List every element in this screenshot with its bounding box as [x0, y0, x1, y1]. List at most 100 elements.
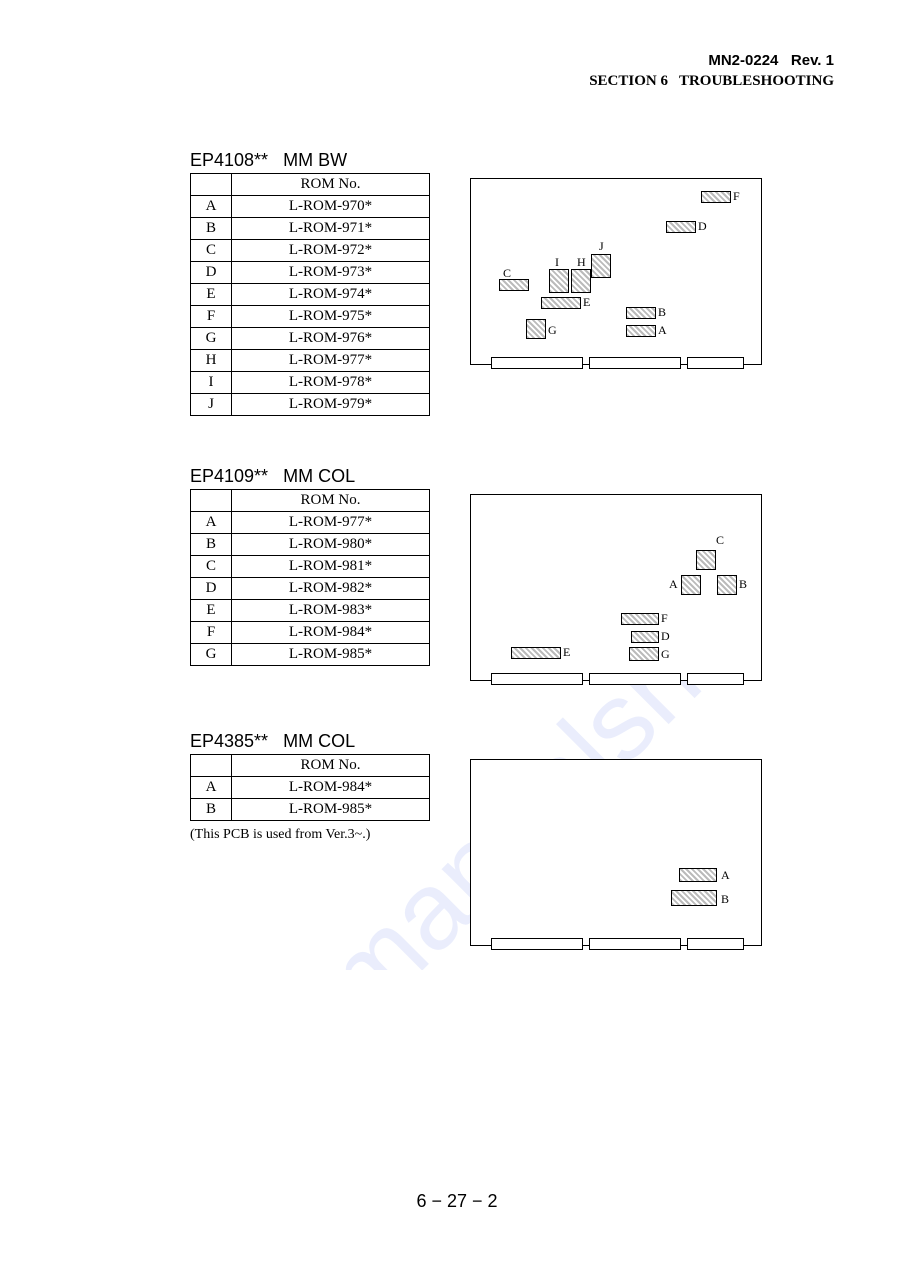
rom-value: L-ROM-983*	[232, 600, 430, 622]
rom-value: L-ROM-982*	[232, 578, 430, 600]
section-left: EP4385** MM COLROM No.AL-ROM-984*BL-ROM-…	[190, 731, 430, 843]
chip-B	[671, 890, 717, 906]
rom-key: D	[191, 578, 232, 600]
chip-B	[717, 575, 737, 595]
page-number: 6 − 27 − 2	[0, 1191, 914, 1212]
section-left: EP4108** MM BWROM No.AL-ROM-970*BL-ROM-9…	[190, 150, 430, 416]
rom-key: B	[191, 534, 232, 556]
section-id-name: MM COL	[283, 466, 355, 486]
chip-label-A: A	[721, 868, 730, 883]
chip-E	[511, 647, 561, 659]
section-title: TROUBLESHOOTING	[679, 73, 834, 89]
chip-G	[629, 647, 659, 661]
section-id-name: MM COL	[283, 731, 355, 751]
rom-value: L-ROM-971*	[232, 218, 430, 240]
doc-code: MN2-0224	[708, 52, 778, 69]
chip-H	[571, 269, 591, 293]
rom-key: J	[191, 394, 232, 416]
rom-key: B	[191, 218, 232, 240]
table-row: JL-ROM-979*	[191, 394, 430, 416]
rom-key: H	[191, 350, 232, 372]
rom-key: C	[191, 240, 232, 262]
pcb-diagram: CABFDEG	[470, 494, 762, 681]
rom-value: L-ROM-977*	[232, 350, 430, 372]
rom-value: L-ROM-970*	[232, 196, 430, 218]
table-row: DL-ROM-973*	[191, 262, 430, 284]
rom-value: L-ROM-979*	[232, 394, 430, 416]
chip-label-A: A	[669, 577, 678, 592]
table-row: FL-ROM-984*	[191, 622, 430, 644]
rom-value: L-ROM-972*	[232, 240, 430, 262]
rom-value: L-ROM-976*	[232, 328, 430, 350]
section-id-prefix: EP4385**	[190, 731, 268, 751]
rom-key: F	[191, 622, 232, 644]
table-row: BL-ROM-980*	[191, 534, 430, 556]
rom-header-blank	[191, 490, 232, 512]
table-row: HL-ROM-977*	[191, 350, 430, 372]
table-row: EL-ROM-974*	[191, 284, 430, 306]
chip-label-C: C	[716, 533, 724, 548]
rom-header-label: ROM No.	[232, 174, 430, 196]
rom-value: L-ROM-984*	[232, 622, 430, 644]
rom-key: E	[191, 600, 232, 622]
connector	[687, 673, 744, 685]
chip-label-B: B	[658, 305, 666, 320]
rom-header-label: ROM No.	[232, 490, 430, 512]
rom-key: A	[191, 777, 232, 799]
rom-value: L-ROM-985*	[232, 644, 430, 666]
connector	[491, 938, 583, 950]
section-id-name: MM BW	[283, 150, 347, 170]
chip-label-H: H	[577, 255, 586, 270]
table-row: CL-ROM-972*	[191, 240, 430, 262]
section-title: EP4109** MM COL	[190, 466, 430, 487]
table-row: GL-ROM-985*	[191, 644, 430, 666]
rom-table: ROM No.AL-ROM-984*BL-ROM-985*	[190, 754, 430, 821]
rom-key: D	[191, 262, 232, 284]
table-row: BL-ROM-985*	[191, 799, 430, 821]
rom-header-label: ROM No.	[232, 755, 430, 777]
chip-B	[626, 307, 656, 319]
connector	[589, 938, 681, 950]
chip-A	[626, 325, 656, 337]
chip-label-G: G	[548, 323, 557, 338]
content-area: EP4108** MM BWROM No.AL-ROM-970*BL-ROM-9…	[190, 150, 830, 996]
chip-label-G: G	[661, 647, 670, 662]
doc-rev: Rev. 1	[791, 52, 834, 69]
rom-value: L-ROM-975*	[232, 306, 430, 328]
table-row: AL-ROM-970*	[191, 196, 430, 218]
table-row: AL-ROM-984*	[191, 777, 430, 799]
rom-value: L-ROM-978*	[232, 372, 430, 394]
connector	[589, 673, 681, 685]
pcb-diagram: AB	[470, 759, 762, 946]
connector	[687, 357, 744, 369]
rom-key: A	[191, 512, 232, 534]
section-title: EP4385** MM COL	[190, 731, 430, 752]
table-row: IL-ROM-978*	[191, 372, 430, 394]
rom-value: L-ROM-973*	[232, 262, 430, 284]
section-title: EP4108** MM BW	[190, 150, 430, 171]
chip-F	[701, 191, 731, 203]
chip-J	[591, 254, 611, 278]
section-block: EP4109** MM COLROM No.AL-ROM-977*BL-ROM-…	[190, 466, 830, 681]
rom-header-blank	[191, 174, 232, 196]
section-id-prefix: EP4109**	[190, 466, 268, 486]
rom-header-blank	[191, 755, 232, 777]
table-row: AL-ROM-977*	[191, 512, 430, 534]
section-block: EP4108** MM BWROM No.AL-ROM-970*BL-ROM-9…	[190, 150, 830, 416]
rom-key: E	[191, 284, 232, 306]
rom-key: I	[191, 372, 232, 394]
rom-key: G	[191, 644, 232, 666]
rom-value: L-ROM-984*	[232, 777, 430, 799]
table-row: EL-ROM-983*	[191, 600, 430, 622]
rom-value: L-ROM-974*	[232, 284, 430, 306]
chip-C	[696, 550, 716, 570]
table-row: CL-ROM-981*	[191, 556, 430, 578]
rom-key: C	[191, 556, 232, 578]
section-label: SECTION 6	[589, 73, 668, 89]
chip-G	[526, 319, 546, 339]
section-note: (This PCB is used from Ver.3~.)	[190, 827, 430, 843]
section-block: EP4385** MM COLROM No.AL-ROM-984*BL-ROM-…	[190, 731, 830, 946]
chip-label-I: I	[555, 255, 559, 270]
rom-value: L-ROM-980*	[232, 534, 430, 556]
table-row: GL-ROM-976*	[191, 328, 430, 350]
